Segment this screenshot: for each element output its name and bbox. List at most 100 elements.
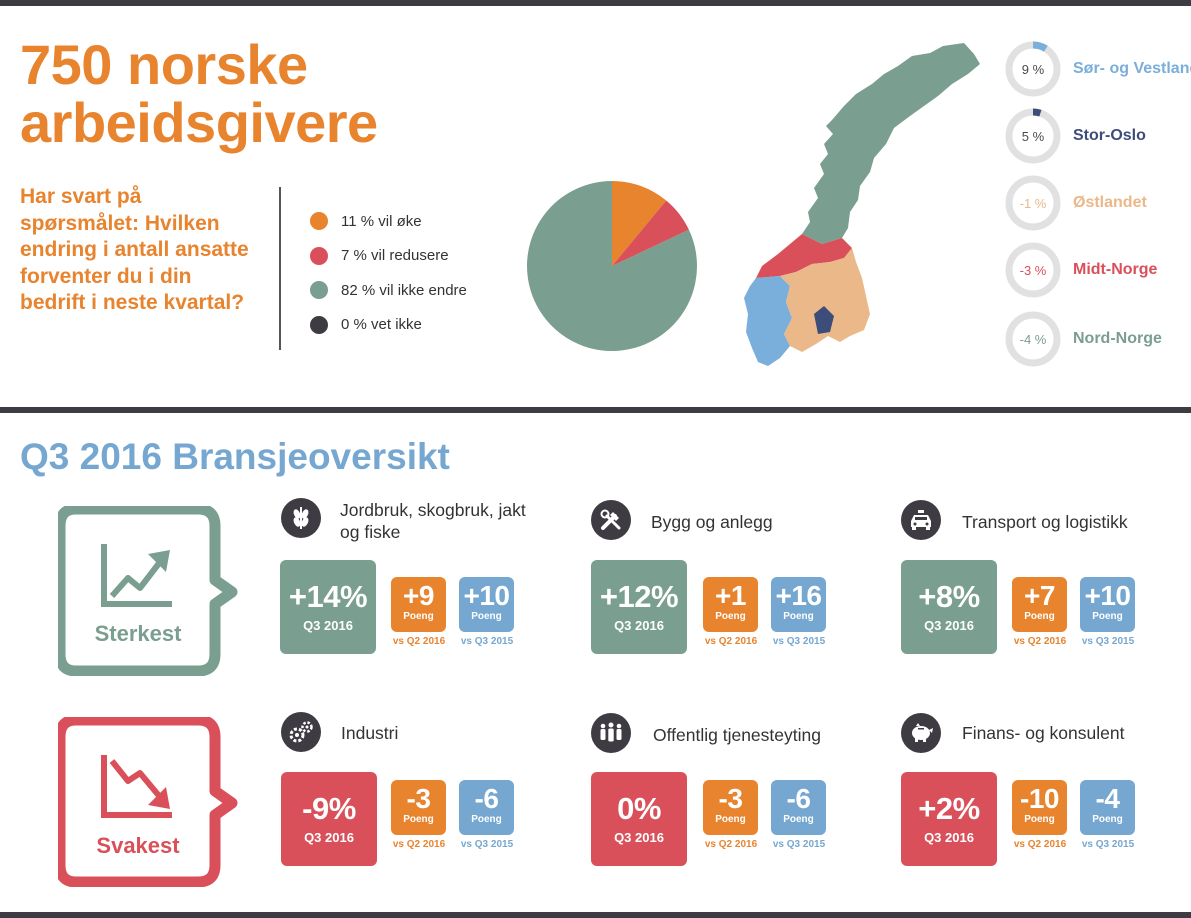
vs-q3-caption: vs Q3 2015 — [460, 636, 514, 647]
industry-main-value: +2% Q3 2016 — [901, 772, 997, 866]
vs-q3-box: -6 Poeng — [459, 780, 514, 835]
badge-frame — [58, 717, 238, 887]
vs-q2-box: -10 Poeng — [1012, 780, 1067, 835]
pie-chart — [527, 181, 697, 351]
vs-q2-box: +7 Poeng — [1012, 577, 1067, 632]
vs-q3-box: -6 Poeng — [771, 780, 826, 835]
bottom-divider — [0, 912, 1191, 918]
main-value: +12% — [599, 579, 679, 614]
region-name: Sør- og Vestlandet — [1073, 60, 1191, 77]
main-value: +2% — [918, 791, 980, 826]
vs-q2-caption: vs Q2 2016 — [1013, 839, 1067, 850]
norway-map — [744, 43, 980, 366]
region-pct: -4 % — [1020, 332, 1047, 347]
industry-name: Jordbruk, skogbruk, jakt og fiske — [340, 500, 526, 542]
piggy-bank-icon — [901, 713, 941, 753]
main-value: +14% — [288, 579, 368, 614]
vs-q3-box: +16 Poeng — [771, 577, 826, 632]
weakest-badge: Svakest — [58, 717, 238, 887]
vs-q3-caption: vs Q3 2015 — [1081, 636, 1135, 647]
region-ring: -3 % — [1005, 242, 1061, 298]
vs-q3-caption: vs Q3 2015 — [1081, 839, 1135, 850]
industry-main-value: +14% Q3 2016 — [280, 560, 376, 654]
main-value: 0% — [617, 791, 661, 826]
vs-q2-box: -3 Poeng — [703, 780, 758, 835]
region-nord-norge: -4 % Nord-Norge — [1004, 310, 1162, 368]
badge-label: Svakest — [96, 833, 180, 858]
legend-label: 7 % vil redusere — [341, 247, 449, 265]
period-label: Q3 2016 — [303, 618, 353, 633]
vs-q3-value: -6 — [474, 783, 499, 814]
legend-dot — [310, 281, 328, 300]
region-name: Nord-Norge — [1073, 330, 1162, 347]
strongest-badge: Sterkest — [58, 506, 238, 676]
vs-q2-value: +9 — [403, 580, 434, 611]
vs-q3-value: -6 — [786, 783, 811, 814]
vs-q2-box: +9 Poeng — [391, 577, 446, 632]
pie-legend: 11 % vil øke 7 % vil redusere 82 % vil i… — [310, 204, 467, 342]
pie-slice-1 — [612, 200, 689, 266]
legend-label: 0 % vet ikke — [341, 316, 422, 334]
vs-q2-caption: vs Q2 2016 — [392, 839, 446, 850]
region-ostlandet: -1 % Østlandet — [1004, 174, 1147, 232]
ring-arc — [1032, 108, 1042, 117]
vertical-divider — [279, 187, 281, 350]
gears-icon — [281, 712, 321, 752]
industry-name: Offentlig tjenesteyting — [653, 725, 821, 745]
section-title: Q3 2016 Bransjeoversikt — [20, 436, 450, 477]
top-divider — [0, 0, 1191, 6]
period-label: Q3 2016 — [924, 830, 974, 845]
vs-q3-caption: vs Q3 2015 — [772, 636, 826, 647]
region-ring: 9 % — [1005, 41, 1061, 97]
region-name: Østlandet — [1073, 194, 1147, 211]
legend-item: 7 % vil redusere — [310, 239, 467, 274]
trend-down-icon — [101, 755, 172, 818]
legend-label: 82 % vil ikke endre — [341, 281, 467, 299]
vs-q3-box: +10 Poeng — [1080, 577, 1135, 632]
vs-q3-box: +10 Poeng — [459, 577, 514, 632]
points-label: Poeng — [403, 814, 434, 825]
region-ring: 5 % — [1005, 108, 1061, 164]
region-ring: -1 % — [1005, 175, 1061, 231]
vs-q3-value: -4 — [1095, 783, 1120, 814]
vs-q3-caption: vs Q3 2015 — [460, 839, 514, 850]
points-label: Poeng — [1024, 814, 1055, 825]
points-label: Poeng — [715, 814, 746, 825]
industry-main-value: 0% Q3 2016 — [591, 772, 687, 866]
tools-icon — [591, 500, 631, 540]
region-pct: 5 % — [1022, 129, 1045, 144]
industry-name: Industri — [341, 723, 399, 743]
trend-up-icon — [101, 544, 172, 607]
legend-dot — [310, 246, 328, 265]
badge-frame — [58, 506, 238, 676]
industry-name: Bygg og anlegg — [651, 512, 773, 532]
title-line-2: arbeidsgivere — [20, 91, 378, 154]
map-region-midt-norge — [756, 234, 852, 278]
page-title: 750 norske arbeidsgivere — [20, 36, 378, 152]
legend-item: 11 % vil øke — [310, 204, 467, 239]
vs-q3-box: -4 Poeng — [1080, 780, 1135, 835]
points-label: Poeng — [471, 814, 502, 825]
people-icon — [591, 713, 631, 753]
legend-item: 0 % vet ikke — [310, 308, 467, 343]
main-value: -9% — [302, 791, 356, 826]
main-value: +8% — [918, 579, 980, 614]
legend-label: 11 % vil øke — [341, 212, 422, 230]
map-region-sor-og-vestlandet — [744, 276, 792, 366]
vs-q3-value: +10 — [1084, 580, 1132, 611]
legend-dot — [310, 212, 328, 231]
period-label: Q3 2016 — [304, 830, 354, 845]
points-label: Poeng — [783, 611, 814, 622]
points-label: Poeng — [1092, 814, 1123, 825]
industry-main-value: +8% Q3 2016 — [901, 560, 997, 654]
points-label: Poeng — [783, 814, 814, 825]
region-pct: -3 % — [1020, 263, 1047, 278]
wheat-icon — [281, 498, 321, 538]
map-region-ostlandet — [780, 248, 870, 352]
region-sor-og-vestlandet: 9 % Sør- og Vestlandet — [1004, 40, 1191, 98]
industry-name: Transport og logistikk — [962, 512, 1128, 532]
points-label: Poeng — [715, 611, 746, 622]
vs-q3-caption: vs Q3 2015 — [772, 839, 826, 850]
map-region-stor-oslo — [814, 306, 834, 334]
industry-name: Finans- og konsulent — [962, 723, 1125, 743]
